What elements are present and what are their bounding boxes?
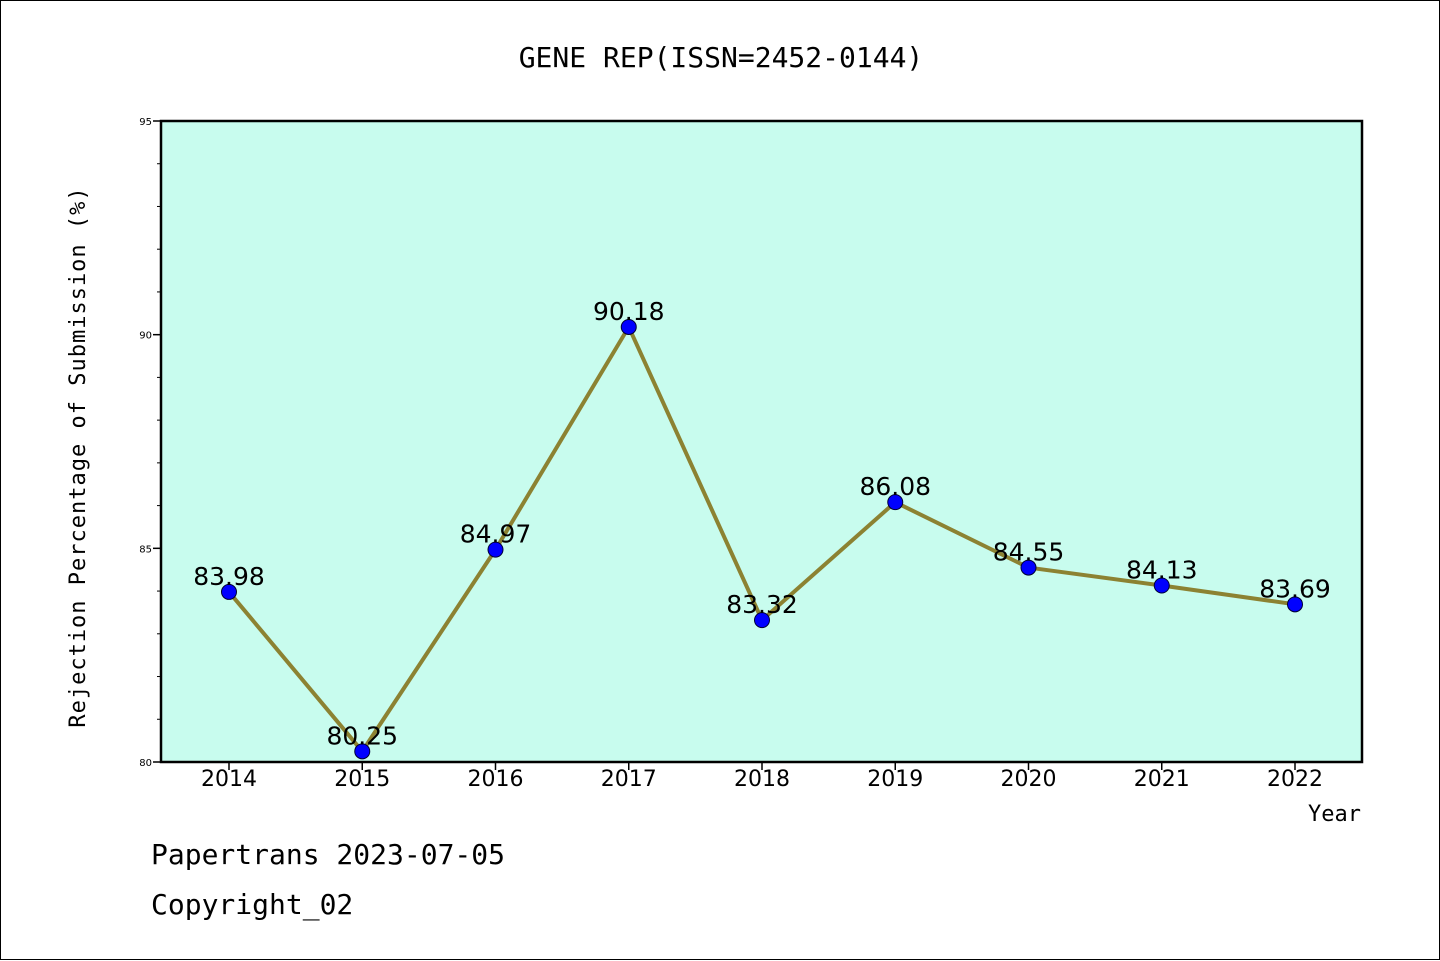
data-point xyxy=(887,494,904,511)
data-point xyxy=(354,743,371,760)
data-label: 86.08 xyxy=(859,472,931,501)
data-point xyxy=(1153,577,1170,594)
x-tick-label: 2018 xyxy=(734,767,790,792)
x-tick-label: 2017 xyxy=(601,767,657,792)
x-axis-ticks: 2014 2015 2016 2017 2018 2019 2020 2021 2022 xyxy=(201,762,1323,792)
x-tick-label: 2020 xyxy=(1001,767,1057,792)
data-label: 84.13 xyxy=(1126,556,1198,585)
data-label: 90.18 xyxy=(593,297,665,326)
data-label: 83.98 xyxy=(193,562,265,591)
x-tick-label: 2015 xyxy=(334,767,390,792)
plot-area xyxy=(161,121,1362,762)
x-tick-label: 2022 xyxy=(1267,767,1323,792)
plot-border xyxy=(159,119,1364,764)
x-tick-label: 2016 xyxy=(468,767,524,792)
data-markers xyxy=(221,318,1303,760)
footer-copyright: Copyright_02 xyxy=(151,888,353,922)
data-label: 83.69 xyxy=(1259,574,1331,603)
x-axis-label: Year xyxy=(1308,802,1361,827)
y-axis-label: Rejection Percentage of Submission (%) xyxy=(66,186,91,727)
data-label: 80.25 xyxy=(326,721,398,750)
data-label: 84.55 xyxy=(993,538,1065,567)
y-tick-label: 95 xyxy=(139,117,152,128)
data-label: 83.32 xyxy=(726,590,798,619)
data-point xyxy=(754,612,770,629)
data-point xyxy=(487,541,504,558)
footer-date: Papertrans 2023-07-05 xyxy=(151,838,505,871)
x-tick-label: 2021 xyxy=(1134,767,1190,792)
chart-title: GENE REP(ISSN=2452-0144) xyxy=(519,41,924,74)
y-tick-label: 80 xyxy=(139,758,152,769)
data-label: 84.97 xyxy=(460,520,532,549)
x-tick-label: 2014 xyxy=(201,767,257,792)
data-point xyxy=(620,318,637,335)
y-axis-ticks: 80 85 90 95 xyxy=(139,117,161,769)
y-tick-label: 90 xyxy=(139,331,152,342)
data-point xyxy=(1287,596,1303,613)
data-labels: 83.98 80.25 84.97 90.18 83.32 86.08 84.55 84.13… xyxy=(193,297,1331,750)
x-tick-label: 2019 xyxy=(867,767,923,792)
data-point xyxy=(221,583,237,600)
y-tick-label: 85 xyxy=(139,544,152,555)
data-point xyxy=(1020,559,1037,576)
